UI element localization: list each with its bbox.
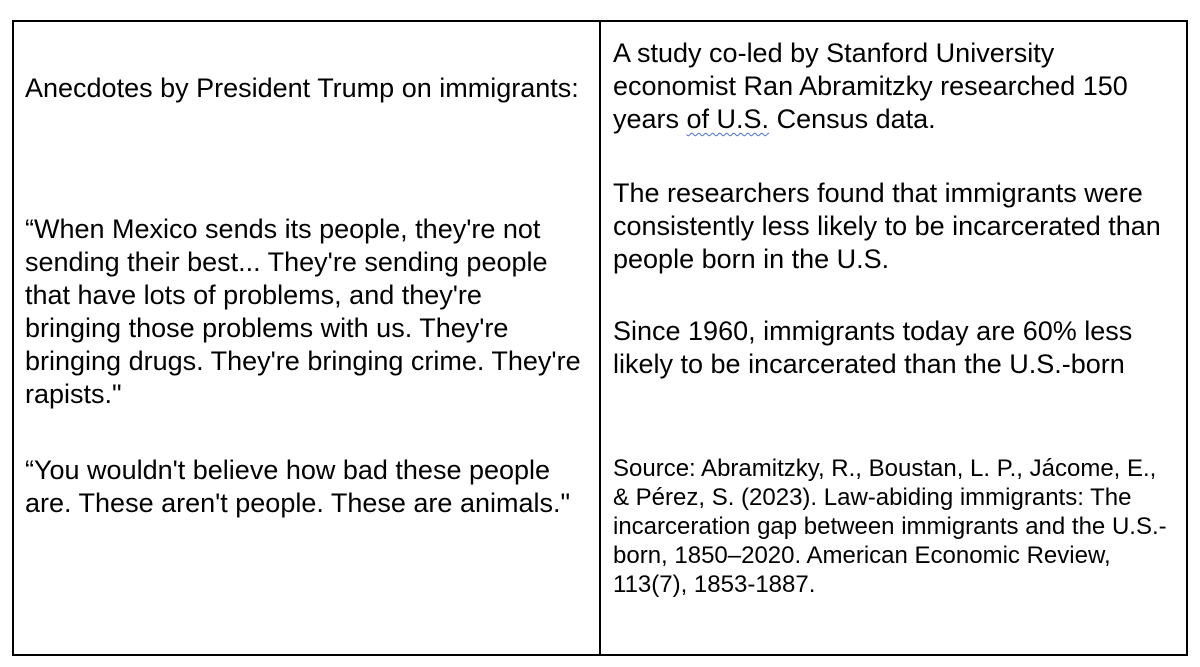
study-finding-since-1960: Since 1960, immigrants today are 60% les… — [613, 316, 1133, 379]
source-citation: Source: Abramitzky, R., Boustan, L. P., … — [613, 455, 1167, 598]
spellcheck-flagged-text[interactable]: of U.S. — [686, 104, 770, 134]
trump-quote-mexico: “When Mexico sends its people, they're n… — [25, 214, 581, 409]
study-intro: A study co-led by Stanford University ec… — [613, 37, 1173, 136]
left-heading: Anecdotes by President Trump on immigran… — [25, 73, 579, 103]
study-finding-incarceration: The researchers found that immigrants we… — [613, 178, 1161, 274]
table-cell-trump-anecdotes: Anecdotes by President Trump on immigran… — [14, 22, 601, 654]
study-intro-text-start: A study co-led by Stanford University ec… — [613, 38, 1128, 134]
trump-quote-animals: “You wouldn't believe how bad these peop… — [25, 455, 571, 518]
study-intro-text-end: Census data. — [769, 104, 936, 134]
table-cell-study-findings: A study co-led by Stanford University ec… — [601, 22, 1186, 654]
comparison-table: Anecdotes by President Trump on immigran… — [12, 20, 1188, 656]
